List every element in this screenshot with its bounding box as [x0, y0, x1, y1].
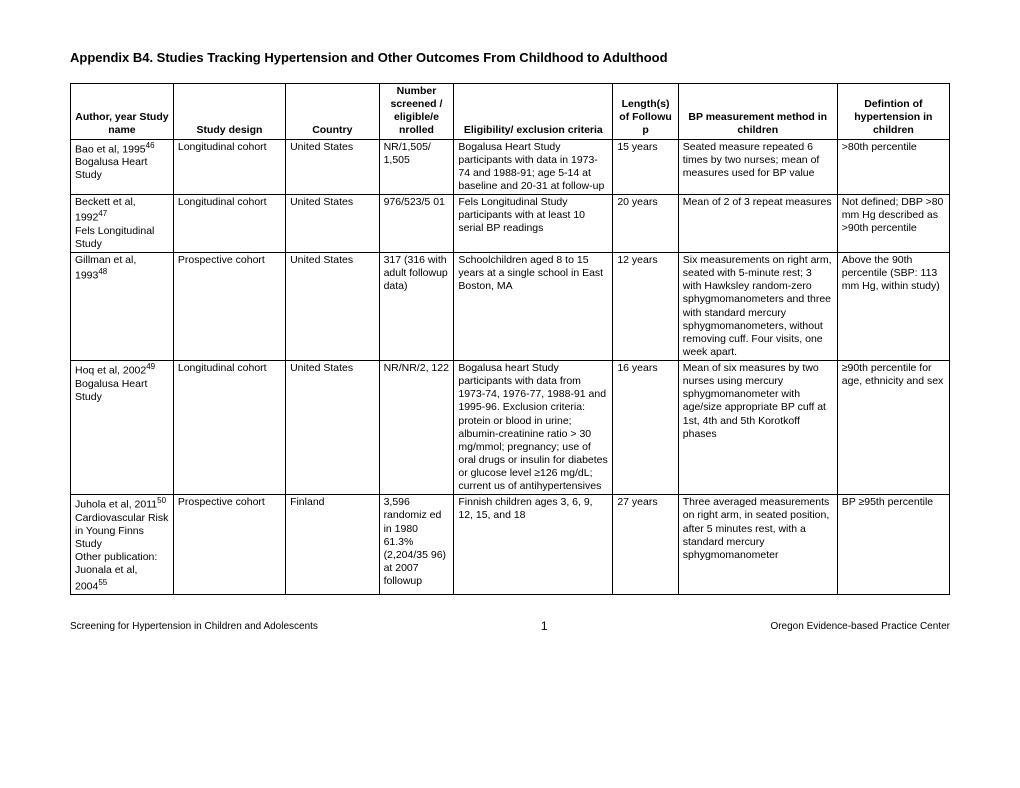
table-row: Hoq et al, 200249Bogalusa Heart StudyLon…: [71, 361, 950, 495]
cell-def: >80th percentile: [837, 139, 949, 195]
cell-author: Bao et al, 199546Bogalusa Heart Study: [71, 139, 174, 195]
cell-length: 27 years: [613, 495, 678, 595]
cell-method: Seated measure repeated 6 times by two n…: [678, 139, 837, 195]
cell-length: 12 years: [613, 253, 678, 361]
th-author: Author, year Study name: [71, 84, 174, 140]
footer-right: Oregon Evidence-based Practice Center: [770, 621, 950, 632]
cell-country: United States: [286, 195, 380, 253]
cell-elig: Bogalusa heart Study participants with d…: [454, 361, 613, 495]
th-method: BP measurement method in children: [678, 84, 837, 140]
studies-table: Author, year Study name Study design Cou…: [70, 83, 950, 595]
cell-method: Mean of six measures by two nurses using…: [678, 361, 837, 495]
cell-author: Gillman et al, 199348: [71, 253, 174, 361]
cell-def: Not defined; DBP >80 mm Hg described as …: [837, 195, 949, 253]
cell-length: 20 years: [613, 195, 678, 253]
cell-number: 3,596 randomiz ed in 1980 61.3% (2,204/3…: [379, 495, 454, 595]
table-row: Beckett et al, 199247Fels Longitudinal S…: [71, 195, 950, 253]
cell-country: United States: [286, 139, 380, 195]
cell-elig: Bogalusa Heart Study participants with d…: [454, 139, 613, 195]
cell-country: Finland: [286, 495, 380, 595]
cell-design: Longitudinal cohort: [173, 195, 285, 253]
cell-elig: Fels Longitudinal Study participants wit…: [454, 195, 613, 253]
cell-number: 317 (316 with adult followup data): [379, 253, 454, 361]
cell-design: Longitudinal cohort: [173, 139, 285, 195]
th-length: Length(s) of Followu p: [613, 84, 678, 140]
footer-page: 1: [541, 619, 548, 633]
table-row: Juhola et al, 201150Cardiovascular Risk …: [71, 495, 950, 595]
cell-length: 16 years: [613, 361, 678, 495]
footer-left: Screening for Hypertension in Children a…: [70, 621, 318, 632]
th-elig: Eligibility/ exclusion criteria: [454, 84, 613, 140]
cell-length: 15 years: [613, 139, 678, 195]
cell-design: Longitudinal cohort: [173, 361, 285, 495]
th-number: Number screened / eligible/e nrolled: [379, 84, 454, 140]
cell-method: Mean of 2 of 3 repeat measures: [678, 195, 837, 253]
table-row: Bao et al, 199546Bogalusa Heart StudyLon…: [71, 139, 950, 195]
cell-author: Beckett et al, 199247Fels Longitudinal S…: [71, 195, 174, 253]
cell-country: United States: [286, 361, 380, 495]
th-def: Defintion of hypertension in children: [837, 84, 949, 140]
page-footer: Screening for Hypertension in Children a…: [70, 619, 950, 633]
cell-def: ≥90th percentile for age, ethnicity and …: [837, 361, 949, 495]
cell-elig: Finnish children ages 3, 6, 9, 12, 15, a…: [454, 495, 613, 595]
cell-elig: Schoolchildren aged 8 to 15 years at a s…: [454, 253, 613, 361]
cell-number: NR/1,505/ 1,505: [379, 139, 454, 195]
cell-author: Hoq et al, 200249Bogalusa Heart Study: [71, 361, 174, 495]
th-design: Study design: [173, 84, 285, 140]
table-header-row: Author, year Study name Study design Cou…: [71, 84, 950, 140]
cell-def: Above the 90th percentile (SBP: 113 mm H…: [837, 253, 949, 361]
cell-author: Juhola et al, 201150Cardiovascular Risk …: [71, 495, 174, 595]
table-row: Gillman et al, 199348Prospective cohortU…: [71, 253, 950, 361]
th-country: Country: [286, 84, 380, 140]
cell-def: BP ≥95th percentile: [837, 495, 949, 595]
cell-method: Six measurements on right arm, seated wi…: [678, 253, 837, 361]
page-title: Appendix B4. Studies Tracking Hypertensi…: [70, 50, 950, 65]
cell-number: NR/NR/2, 122: [379, 361, 454, 495]
cell-country: United States: [286, 253, 380, 361]
cell-number: 976/523/5 01: [379, 195, 454, 253]
cell-design: Prospective cohort: [173, 495, 285, 595]
cell-method: Three averaged measurements on right arm…: [678, 495, 837, 595]
cell-design: Prospective cohort: [173, 253, 285, 361]
